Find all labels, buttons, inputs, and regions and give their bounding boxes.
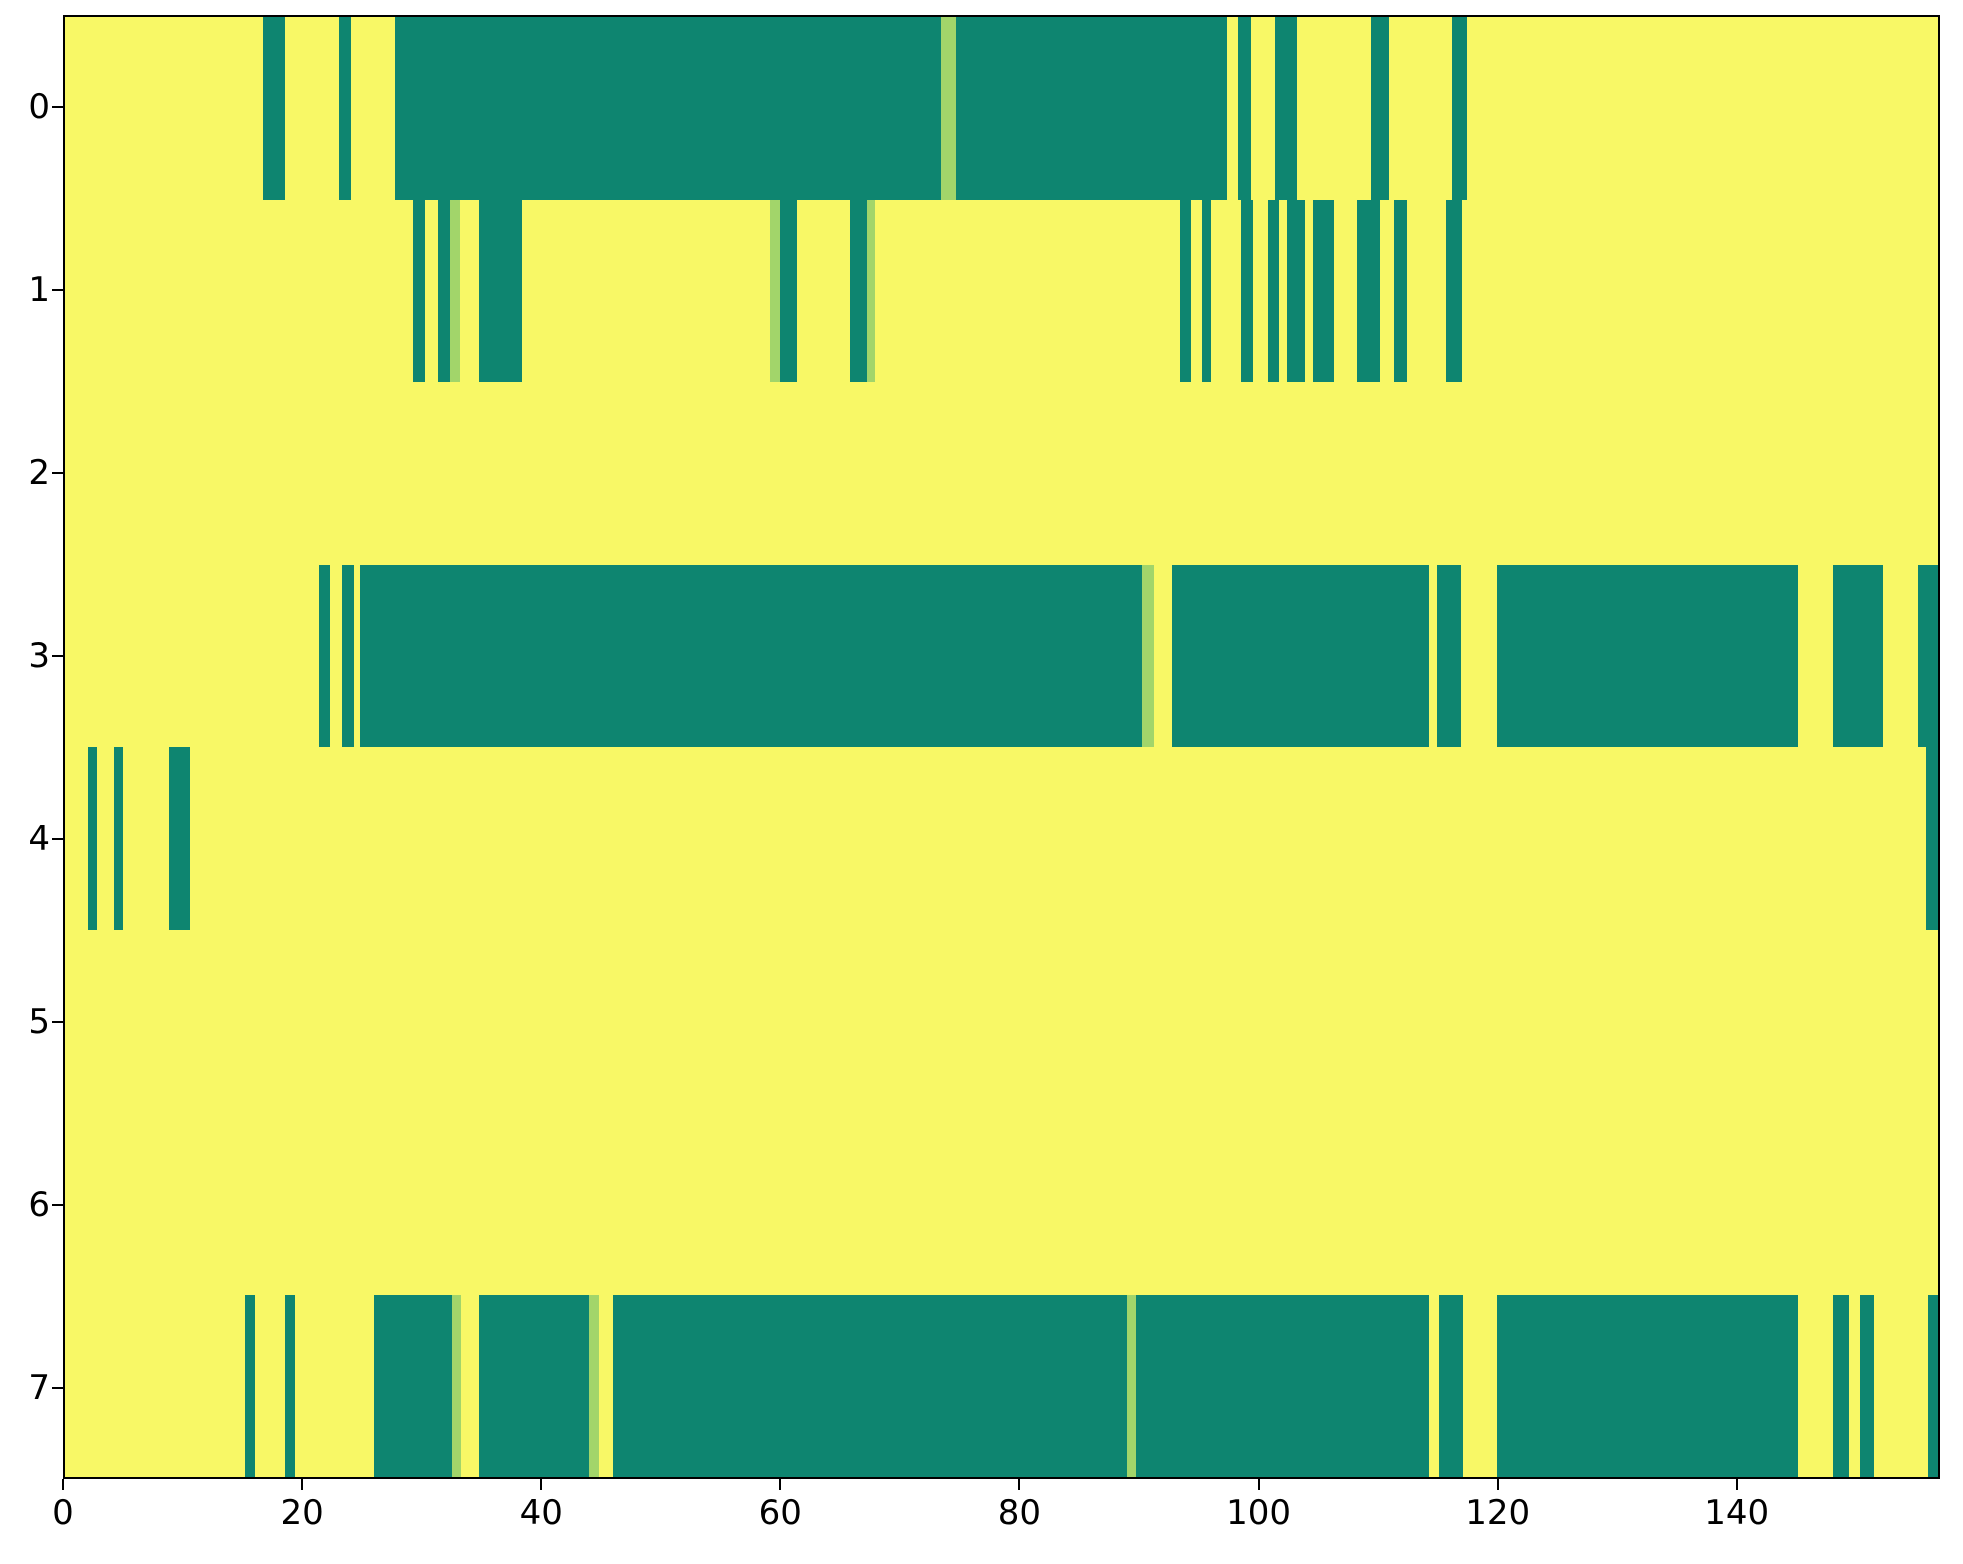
heatmap-run-row-7 [588, 1294, 600, 1477]
heatmap-run-row-1 [849, 199, 867, 382]
heatmap-run-row-3 [359, 564, 1143, 747]
heatmap-run-row-7 [1928, 1294, 1938, 1477]
heatmap-run-row-1 [866, 199, 876, 382]
x-tick-mark [540, 1479, 543, 1490]
x-tick-label: 20 [280, 1493, 324, 1533]
x-tick-label: 140 [1704, 1493, 1770, 1533]
heatmap-run-row-1 [1357, 199, 1380, 382]
heatmap-run-row-0 [1274, 17, 1298, 200]
heatmap-run-row-1 [1312, 199, 1335, 382]
heatmap-run-row-7 [373, 1294, 452, 1477]
heatmap-background [65, 17, 1938, 1477]
heatmap-run-row-1 [1180, 199, 1192, 382]
heatmap-run-row-0 [395, 17, 941, 200]
heatmap-run-row-7 [1126, 1294, 1137, 1477]
x-tick-mark [1257, 1479, 1260, 1490]
heatmap-run-row-1 [770, 199, 780, 382]
heatmap-run-row-0 [263, 17, 285, 200]
y-tick-label: 1 [28, 269, 50, 310]
y-tick-label: 0 [28, 86, 50, 127]
heatmap-run-row-7 [1496, 1294, 1799, 1477]
heatmap-run-row-0 [1452, 17, 1467, 200]
heatmap-run-row-0 [1371, 17, 1390, 200]
heatmap-run-row-1 [413, 199, 426, 382]
x-tick-label: 100 [1226, 1493, 1291, 1533]
heatmap-run-row-1 [450, 199, 460, 382]
heatmap-run-row-3 [1496, 564, 1799, 747]
y-tick-label: 2 [28, 452, 50, 493]
heatmap-run-row-1 [478, 199, 522, 382]
x-tick-label: 120 [1465, 1493, 1531, 1533]
heatmap-run-row-3 [319, 564, 330, 747]
heatmap-run-row-3 [1833, 564, 1884, 747]
y-tick-mark [52, 654, 63, 657]
x-tick-mark [301, 1479, 304, 1490]
heatmap-run-row-1 [1393, 199, 1408, 382]
heatmap-run-row-1 [1286, 199, 1305, 382]
y-tick-mark [52, 471, 63, 474]
heatmap-run-row-3 [1436, 564, 1461, 747]
heatmap-run-row-7 [1860, 1294, 1874, 1477]
x-tick-mark [1018, 1479, 1021, 1490]
heatmap-run-row-3 [1142, 564, 1155, 747]
heatmap-run-row-0 [956, 17, 1227, 200]
heatmap-run-row-1 [1241, 199, 1254, 382]
y-tick-mark [52, 288, 63, 291]
heatmap-run-row-4 [168, 747, 191, 930]
heatmap-run-row-1 [1267, 199, 1280, 382]
heatmap-run-row-7 [245, 1294, 255, 1477]
heatmap-run-row-0 [940, 17, 957, 200]
y-tick-label: 5 [28, 1001, 50, 1042]
heatmap-run-row-7 [1136, 1294, 1429, 1477]
heatmap-run-row-7 [1833, 1294, 1849, 1477]
heatmap-run-row-7 [451, 1294, 462, 1477]
x-tick-label: 0 [52, 1493, 74, 1533]
x-tick-label: 80 [997, 1493, 1042, 1533]
y-tick-mark [52, 105, 63, 108]
y-tick-mark [52, 837, 63, 840]
heatmap-run-row-1 [438, 199, 451, 382]
heatmap-run-row-7 [612, 1294, 1127, 1477]
heatmap-run-row-0 [339, 17, 352, 200]
heatmap-run-row-7 [478, 1294, 589, 1477]
y-tick-mark [52, 1020, 63, 1023]
y-tick-label: 4 [28, 818, 50, 859]
heatmap-run-row-3 [341, 564, 354, 747]
heatmap-run-row-0 [1237, 17, 1251, 200]
heatmap-run-row-4 [87, 747, 98, 930]
heatmap-plot-area [63, 15, 1940, 1479]
heatmap-run-row-4 [1926, 747, 1938, 930]
heatmap-run-row-1 [1201, 199, 1212, 382]
y-tick-mark [52, 1386, 63, 1389]
x-tick-label: 60 [758, 1493, 802, 1533]
x-tick-mark [62, 1479, 64, 1490]
heatmap-run-row-4 [113, 747, 124, 930]
y-tick-label: 3 [28, 635, 50, 676]
x-tick-mark [1735, 1479, 1738, 1490]
heatmap-run-row-7 [284, 1294, 296, 1477]
heatmap-run-row-3 [1917, 564, 1938, 747]
heatmap-run-row-3 [1172, 564, 1429, 747]
heatmap-run-row-1 [1446, 199, 1462, 382]
y-tick-mark [52, 1203, 63, 1206]
heatmap-run-row-1 [779, 199, 798, 382]
y-tick-label: 6 [28, 1184, 50, 1225]
x-tick-mark [779, 1479, 782, 1490]
x-tick-mark [1496, 1479, 1499, 1490]
y-tick-label: 7 [28, 1367, 50, 1408]
heatmap-run-row-7 [1439, 1294, 1464, 1477]
x-tick-label: 40 [519, 1493, 563, 1533]
